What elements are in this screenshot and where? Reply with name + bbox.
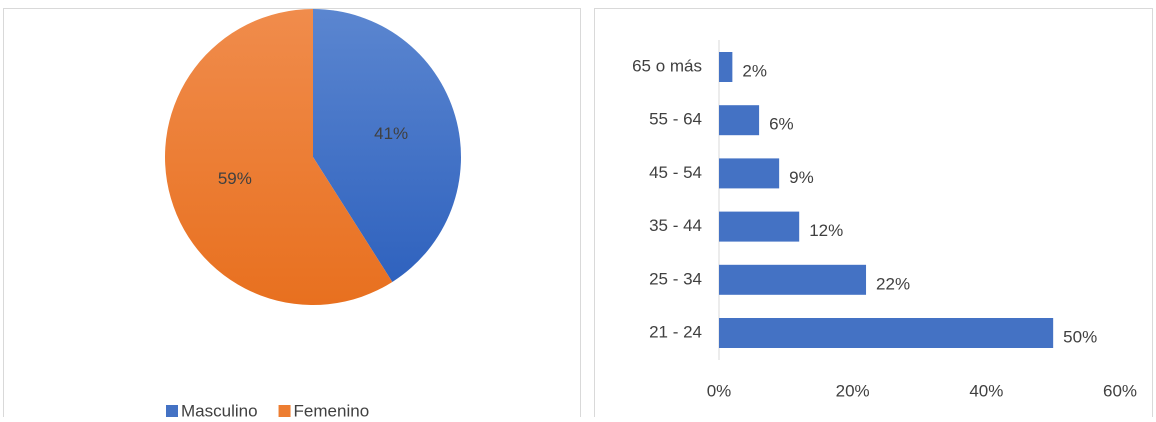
pie-slice [165,9,393,305]
bar [719,264,867,295]
bar [719,318,1054,348]
bar [719,105,760,136]
data-label: 9% [789,168,814,187]
y-tick-label: 25 - 34 [649,269,702,288]
y-tick-label: 65 o más [632,56,702,75]
x-tick-label: 20% [836,381,870,400]
bar [719,211,800,242]
data-label: 59% [218,169,252,188]
bar [719,158,780,189]
legend-label: Femenino [294,401,370,417]
data-label: 41% [374,124,408,143]
data-label: 50% [1063,327,1097,346]
y-tick-label: 45 - 54 [649,163,702,182]
data-label: 2% [742,61,767,80]
y-tick-label: 35 - 44 [649,216,702,235]
data-label: 12% [809,221,843,240]
x-tick-label: 60% [1103,381,1137,400]
panel-border [3,8,581,422]
bar [719,52,733,82]
y-tick-label: 55 - 64 [649,110,702,129]
y-tick-label: 21 - 24 [649,322,702,341]
x-tick-label: 0% [707,381,732,400]
pie-slice [313,9,462,282]
data-label: 6% [769,115,794,134]
legend-swatch [278,405,291,417]
data-label: 22% [876,274,910,293]
legend-swatch [166,405,178,417]
legend-label: Masculino [181,401,258,417]
x-tick-label: 40% [969,381,1003,400]
panel-border [594,8,1153,422]
